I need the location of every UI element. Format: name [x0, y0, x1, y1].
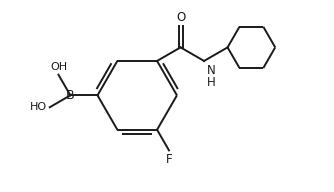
Text: B: B — [66, 89, 75, 102]
Text: OH: OH — [50, 62, 67, 72]
Text: F: F — [166, 153, 172, 166]
Text: N
H: N H — [207, 64, 215, 89]
Text: O: O — [176, 11, 185, 24]
Text: HO: HO — [30, 102, 47, 112]
